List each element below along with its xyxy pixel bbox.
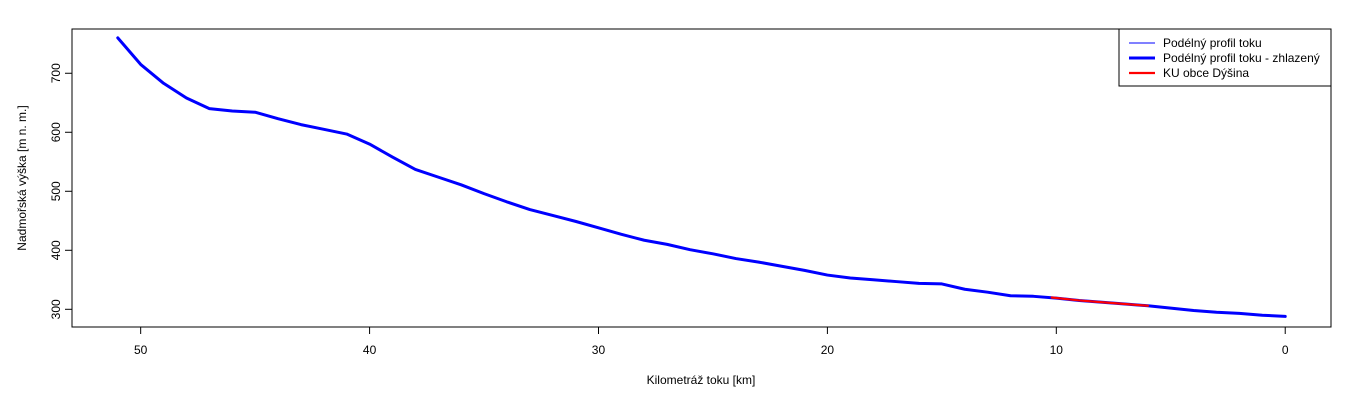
y-tick-label: 300 [49,299,63,319]
legend-label: KU obce Dýšina [1163,66,1249,80]
x-tick-label: 40 [363,343,377,357]
x-tick-label: 0 [1282,343,1289,357]
y-tick-label: 600 [49,122,63,142]
x-axis: 50 40 30 20 10 0 [134,326,1289,357]
x-tick-label: 20 [821,343,835,357]
legend-label: Podélný profil toku - zhlazený [1163,51,1320,65]
y-tick-label: 700 [49,63,63,83]
y-axis: 300 400 500 600 700 [49,63,73,319]
x-tick-label: 30 [592,343,606,357]
x-tick-label: 10 [1050,343,1064,357]
x-tick-label: 50 [134,343,148,357]
series-line-1 [116,36,1287,318]
series-layer [116,36,1287,318]
legend-label: Podélný profil toku [1163,36,1262,50]
y-tick-label: 500 [49,181,63,201]
y-axis-title: Nadmořská výška [m n. m.] [15,105,29,250]
series-line-0 [117,37,1286,317]
y-tick-label: 400 [49,240,63,260]
series-line-2 [1050,296,1149,307]
x-axis-title: Kilometráž toku [km] [647,373,756,387]
